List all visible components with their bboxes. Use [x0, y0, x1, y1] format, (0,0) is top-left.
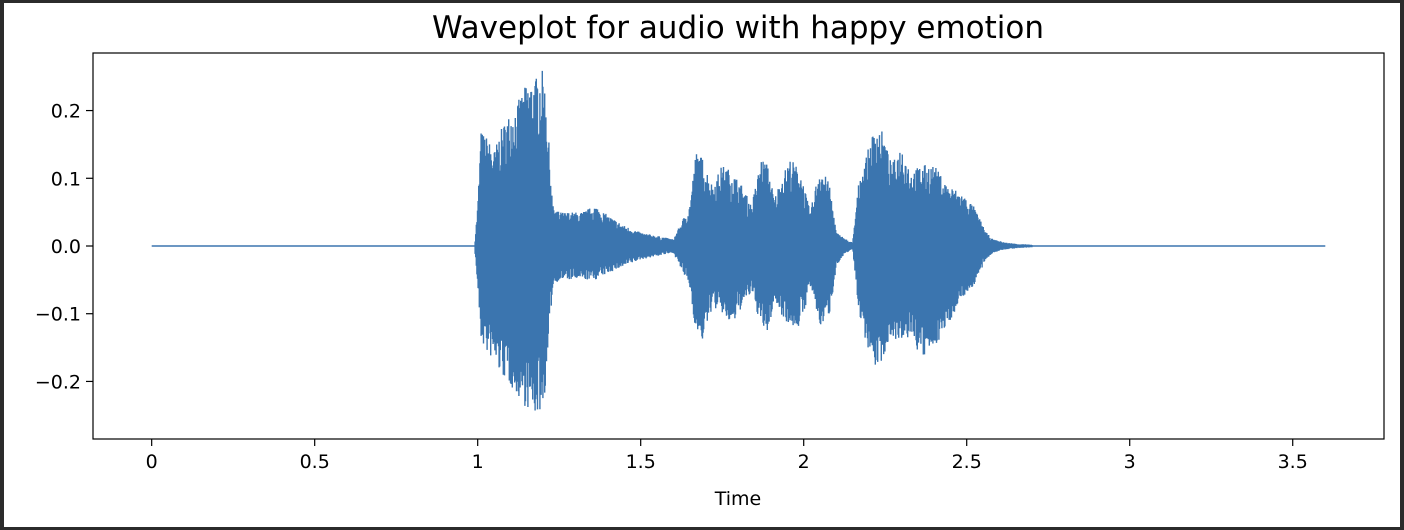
x-tick-label: 0.5: [300, 451, 330, 473]
x-tick-label: 1: [472, 451, 484, 473]
x-tick-label: 3.5: [1278, 451, 1308, 473]
x-tick-label: 0: [146, 451, 158, 473]
x-axis: 0 0.5 1 1.5 2 2.5 3 3.5: [146, 439, 1308, 473]
chart-title: Waveplot for audio with happy emotion: [432, 10, 1044, 46]
x-tick-label: 2: [798, 451, 810, 473]
x-tick-label: 1.5: [626, 451, 656, 473]
y-tick-label: −0.1: [35, 304, 81, 326]
waveform-series: [151, 70, 1326, 411]
y-axis: 0.2 0.1 0.0 −0.1 −0.2: [35, 101, 93, 393]
x-tick-label: 2.5: [952, 451, 982, 473]
y-tick-label: −0.2: [35, 371, 81, 393]
y-tick-label: 0.0: [51, 236, 81, 258]
y-tick-label: 0.1: [51, 168, 81, 190]
y-tick-label: 0.2: [51, 101, 81, 123]
x-tick-label: 3: [1124, 451, 1136, 473]
x-axis-label: Time: [714, 488, 762, 510]
waveform: [151, 70, 1326, 411]
